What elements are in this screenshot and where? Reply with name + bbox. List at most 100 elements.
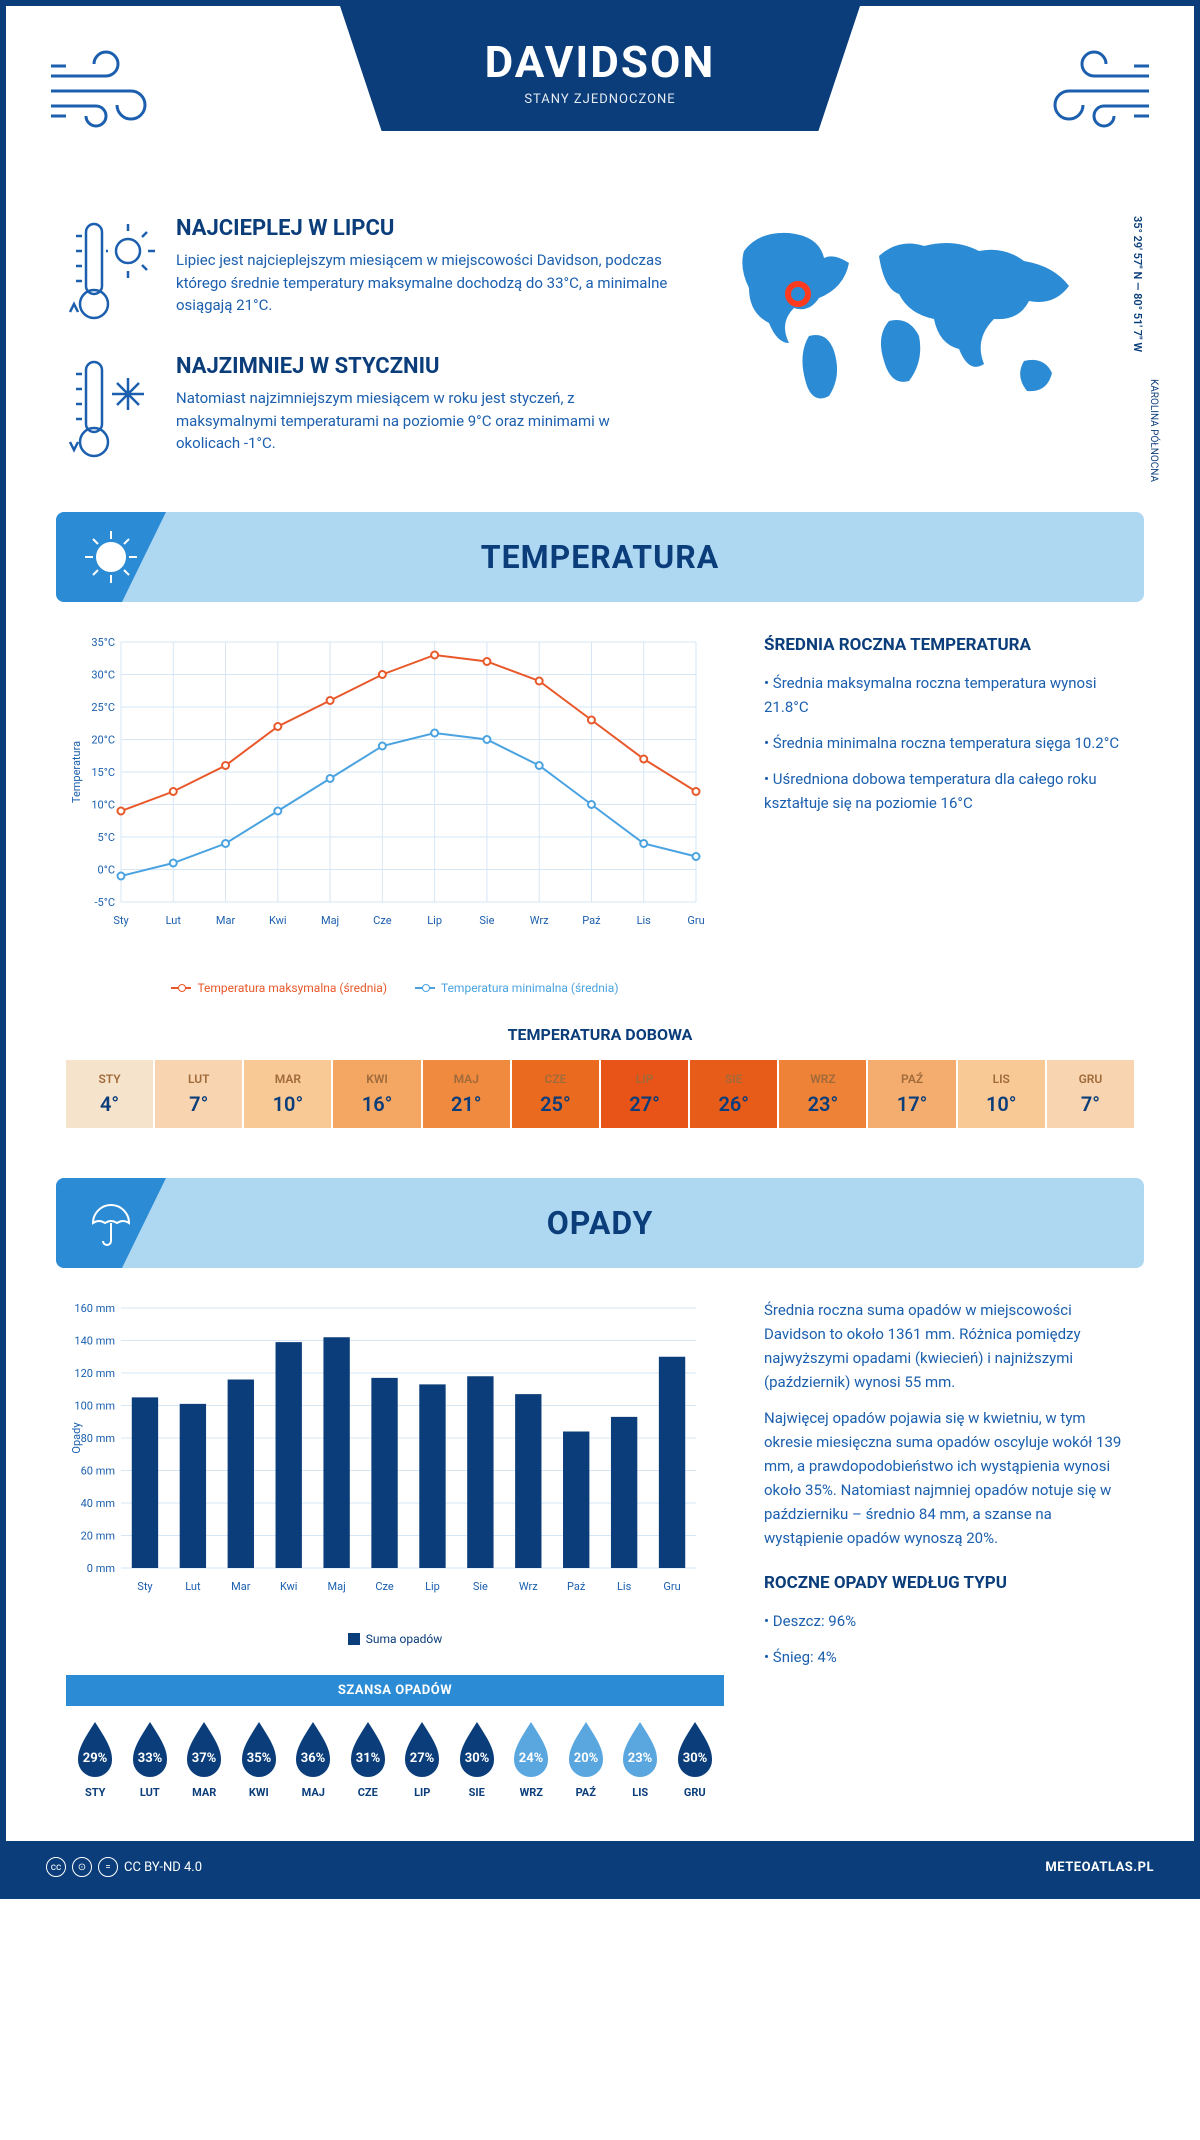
svg-text:10°C: 10°C [91,799,115,812]
svg-text:Wrz: Wrz [530,914,549,927]
svg-text:60 mm: 60 mm [81,1465,115,1478]
temp-summary-title: ŚREDNIA ROCZNA TEMPERATURA [764,632,1134,659]
temp-cell: SIE26° [690,1060,777,1128]
wind-icon [46,36,186,136]
precip-chance-drop: 20%PAŹ [561,1718,612,1799]
svg-text:23%: 23% [628,1751,653,1766]
svg-text:33%: 33% [137,1751,162,1766]
precip-bar-chart: 0 mm20 mm40 mm60 mm80 mm100 mm120 mm140 … [66,1298,706,1618]
precip-chance-drop: 37%MAR [179,1718,230,1799]
svg-text:Sty: Sty [113,914,129,927]
svg-text:15°C: 15°C [91,766,115,779]
svg-text:27%: 27% [410,1751,435,1766]
precip-type-title: ROCZNE OPADY WEDŁUG TYPU [764,1570,1134,1597]
coordinates-text: 35° 29' 57" N — 80° 51' 7" W [1131,216,1144,352]
section-title-precip: OPADY [547,1204,654,1242]
svg-text:Kwi: Kwi [269,914,287,927]
temp-summary-bullet: • Średnia maksymalna roczna temperatura … [764,671,1134,719]
svg-text:Cze: Cze [373,914,392,927]
svg-text:Lip: Lip [425,1580,440,1593]
svg-text:Lip: Lip [427,914,442,927]
svg-text:29%: 29% [83,1751,108,1766]
thermometer-hot-icon [66,216,156,326]
svg-text:Kwi: Kwi [280,1580,298,1593]
precip-chance-drop: 30%SIE [452,1718,503,1799]
svg-text:37%: 37% [192,1751,217,1766]
svg-text:Maj: Maj [328,1580,346,1593]
svg-text:Gru: Gru [663,1580,680,1593]
precip-chance-drop: 33%LUT [125,1718,176,1799]
svg-text:120 mm: 120 mm [74,1367,115,1380]
umbrella-icon [83,1195,139,1251]
svg-text:80 mm: 80 mm [81,1432,115,1445]
svg-text:Lut: Lut [166,914,182,927]
temp-cell: MAJ21° [423,1060,510,1128]
thermometer-cold-icon [66,354,156,464]
temp-cell: PAŹ17° [868,1060,955,1128]
svg-text:0°C: 0°C [98,864,115,877]
legend-max: Temperatura maksymalna (średnia) [171,981,387,995]
svg-text:5°C: 5°C [98,831,115,844]
svg-text:Lis: Lis [637,914,652,927]
fact-cold-title: NAJZIMNIEJ W STYCZNIU [176,354,674,379]
precip-chance-block: SZANSA OPADÓW 29%STY33%LUT37%MAR35%KWI36… [66,1675,724,1811]
svg-text:Mar: Mar [216,914,236,927]
svg-text:20 mm: 20 mm [81,1530,115,1543]
svg-text:25°C: 25°C [91,701,115,714]
country-subtitle: STANY ZJEDNOCZONE [340,92,860,107]
svg-text:Paź: Paź [582,914,601,927]
intro-facts: NAJCIEPLEJ W LIPCU Lipiec jest najcieple… [66,216,674,492]
svg-text:Sie: Sie [473,1580,488,1593]
svg-text:24%: 24% [519,1751,544,1766]
precip-legend: Suma opadów [66,1630,724,1649]
precip-chance-drop: 35%KWI [234,1718,285,1799]
title-ribbon: DAVIDSON STANY ZJEDNOCZONE [340,6,860,131]
section-corner-umbrella [56,1178,166,1268]
precip-chance-drop: 27%LIP [397,1718,448,1799]
svg-text:Mar: Mar [231,1580,251,1593]
header-band: DAVIDSON STANY ZJEDNOCZONE [6,6,1194,186]
section-corner-sun [56,512,166,602]
svg-text:35%: 35% [246,1751,271,1766]
svg-text:36%: 36% [301,1751,326,1766]
intro-row: NAJCIEPLEJ W LIPCU Lipiec jest najcieple… [66,216,1134,492]
fact-cold-body: Natomiast najzimniejszym miesiącem w rok… [176,387,674,455]
svg-text:Paź: Paź [567,1580,586,1593]
svg-text:Temperatura: Temperatura [70,741,83,803]
temp-cell: STY4° [66,1060,153,1128]
fact-hot-body: Lipiec jest najcieplejszym miesiącem w m… [176,249,674,317]
by-icon: ⊙ [72,1857,92,1877]
fact-hottest: NAJCIEPLEJ W LIPCU Lipiec jest najcieple… [66,216,674,326]
precip-summary-paragraph: Najwięcej opadów pojawia się w kwietniu,… [764,1406,1134,1550]
fact-coldest: NAJZIMNIEJ W STYCZNIU Natomiast najzimni… [66,354,674,464]
cc-icon: cc [46,1857,66,1877]
svg-text:40 mm: 40 mm [81,1497,115,1510]
daily-temp-title: TEMPERATURA DOBOWA [66,1025,1134,1044]
section-head-temperature: TEMPERATURA [56,512,1144,602]
svg-text:Lut: Lut [185,1580,201,1593]
precip-chance-title: SZANSA OPADÓW [66,1675,724,1706]
precip-summary-paragraph: Średnia roczna suma opadów w miejscowośc… [764,1298,1134,1394]
legend-precip: Suma opadów [348,1632,443,1646]
svg-text:20°C: 20°C [91,734,115,747]
precip-chance-drop: 23%LIS [615,1718,666,1799]
license-block: cc ⊙ = CC BY-ND 4.0 [46,1857,202,1877]
svg-text:30%: 30% [464,1751,489,1766]
precip-type-bullet: • Deszcz: 96% [764,1609,1134,1633]
svg-text:-5°C: -5°C [95,896,116,909]
map-block: 35° 29' 57" N — 80° 51' 7" W KAROLINA PÓ… [714,216,1134,492]
svg-text:31%: 31% [355,1751,380,1766]
svg-text:160 mm: 160 mm [74,1302,115,1315]
sun-icon [81,527,141,587]
temp-cell: GRU7° [1047,1060,1134,1128]
city-title: DAVIDSON [340,36,860,88]
temp-cell: KWI16° [333,1060,420,1128]
temp-cell: MAR10° [244,1060,331,1128]
svg-text:Wrz: Wrz [519,1580,538,1593]
precip-chance-drop: 36%MAJ [288,1718,339,1799]
svg-text:Lis: Lis [617,1580,632,1593]
svg-text:Cze: Cze [375,1580,394,1593]
temp-cell: LIP27° [601,1060,688,1128]
precip-type-bullet: • Śnieg: 4% [764,1645,1134,1669]
precip-chance-drop: 24%WRZ [506,1718,557,1799]
